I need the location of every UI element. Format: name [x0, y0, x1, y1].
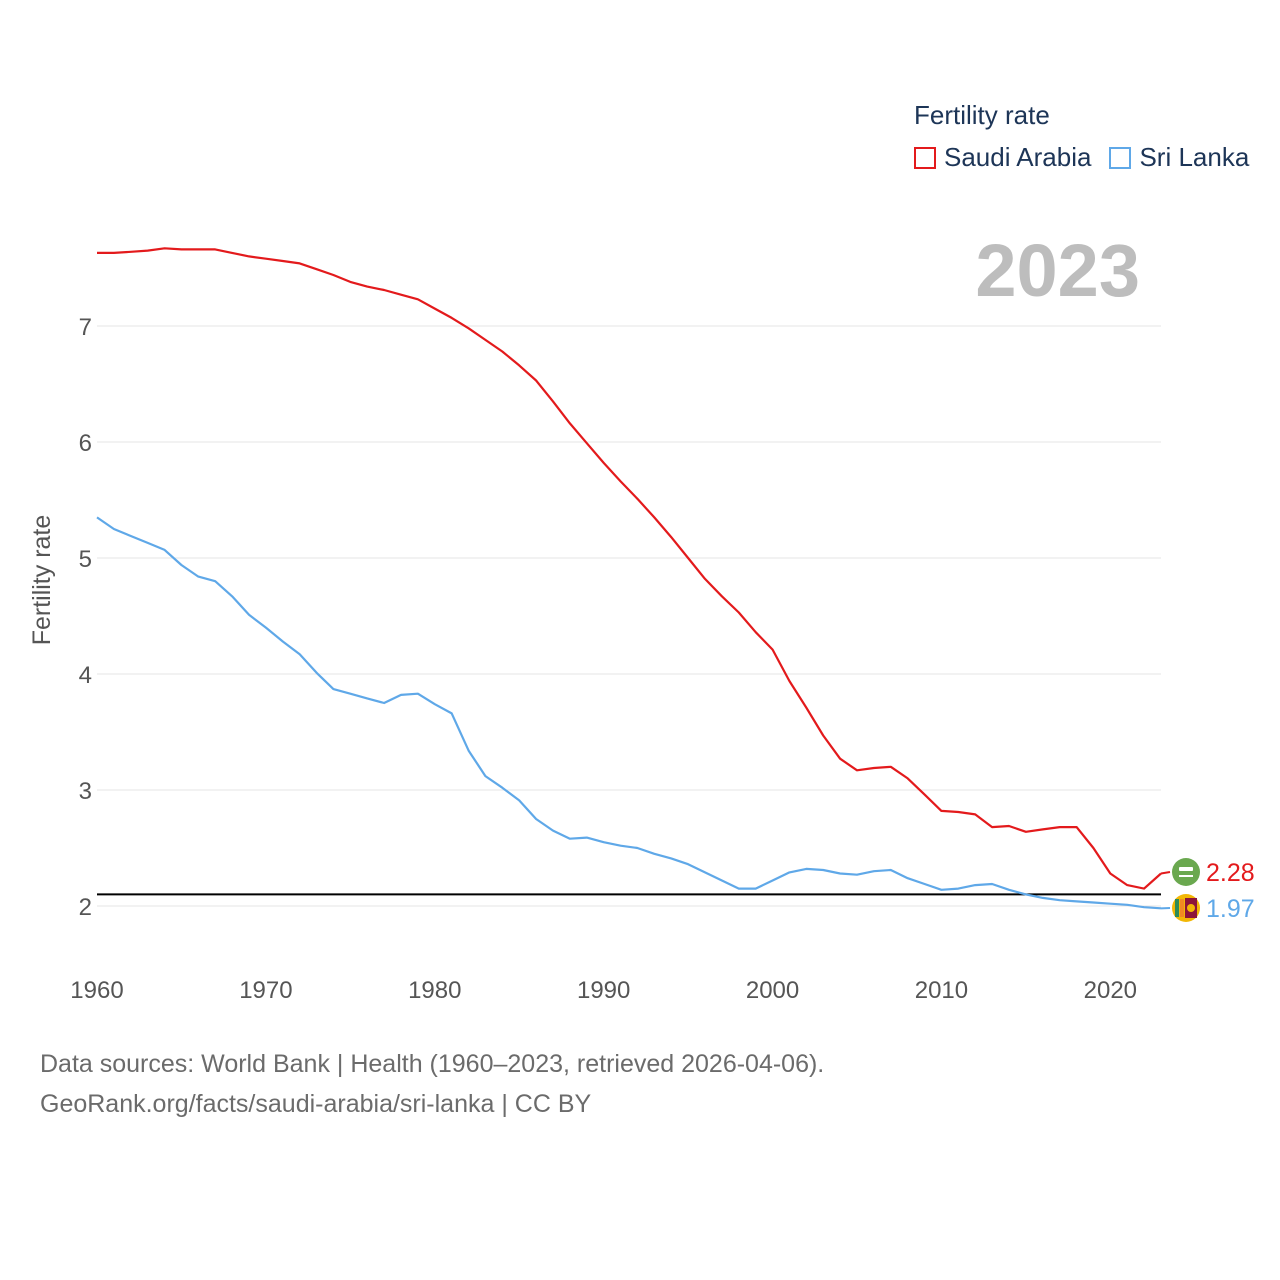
saudi-flag-disc	[1172, 858, 1200, 886]
x-tick-label-1980: 1980	[408, 977, 461, 1004]
y-tick-label-7: 7	[79, 314, 92, 341]
source-notes: Data sources: World Bank | Health (1960–…	[40, 1044, 824, 1124]
series-line-sri-lanka[interactable]	[96, 516, 1162, 910]
x-tick-label-1970: 1970	[239, 977, 292, 1004]
series-lines	[96, 247, 1162, 910]
y-tick-label-6: 6	[79, 430, 92, 457]
y-tick-label-5: 5	[79, 546, 92, 573]
y-tick-label-4: 4	[79, 662, 92, 689]
x-axis: 1960 1970 1980 1990 2000 2010 2020	[70, 977, 1137, 1004]
end-label-sri-lanka: 1.97	[1206, 895, 1255, 923]
y-axis-label: Fertility rate	[28, 515, 56, 646]
x-tick-label-1990: 1990	[577, 977, 630, 1004]
legend-item-sri-lanka[interactable]: Sri Lanka	[1109, 142, 1249, 173]
legend-item-saudi-arabia[interactable]: Saudi Arabia	[914, 142, 1091, 173]
sri-lanka-flag-orange	[1180, 899, 1184, 917]
series-line-saudi-arabia[interactable]	[97, 247, 1162, 890]
sri-lanka-flag-icon	[1172, 894, 1200, 922]
grid-lines	[97, 325, 1161, 907]
end-label-saudi-arabia: 2.28	[1206, 859, 1255, 887]
saudi-flag-sword	[1179, 875, 1193, 877]
saudi-flag-icon	[1172, 858, 1200, 886]
legend-title: Fertility rate	[914, 100, 1050, 130]
legend: Saudi Arabia Sri Lanka	[914, 142, 1267, 173]
x-tick-label-2000: 2000	[746, 977, 799, 1004]
x-tick-label-2020: 2020	[1084, 977, 1137, 1004]
saudi-flag-script	[1179, 867, 1193, 871]
legend-swatch-saudi-arabia	[914, 146, 936, 169]
legend-label-sri-lanka: Sri Lanka	[1139, 142, 1250, 172]
end-connector-saudi-arabia	[1160, 871, 1171, 875]
sri-lanka-flag-green	[1175, 899, 1179, 917]
y-axis: 2 3 4 5 6 7	[79, 314, 92, 921]
sri-lanka-flag-lion	[1187, 904, 1195, 912]
year-label: 2023	[975, 229, 1140, 312]
y-tick-label-2: 2	[79, 894, 92, 921]
source-line-link[interactable]: GeoRank.org/facts/saudi-arabia/sri-lanka…	[40, 1090, 592, 1118]
series-end-labels: 2.28 1.97	[1160, 858, 1255, 923]
x-tick-label-1960: 1960	[70, 977, 123, 1004]
source-line-data: Data sources: World Bank | Health (1960–…	[40, 1050, 825, 1078]
y-tick-label-3: 3	[79, 778, 92, 805]
legend-swatch-sri-lanka	[1109, 146, 1132, 169]
x-tick-label-2010: 2010	[915, 977, 968, 1004]
legend-label-saudi-arabia: Saudi Arabia	[944, 142, 1092, 172]
